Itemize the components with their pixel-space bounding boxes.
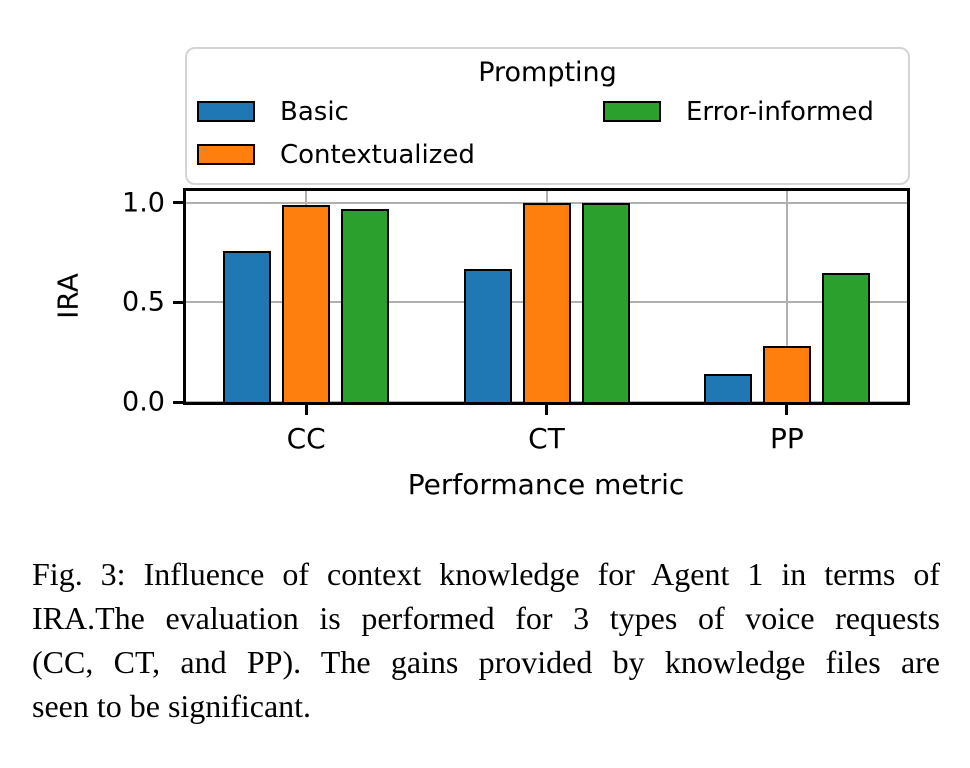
- x-axis-label: Performance metric: [407, 468, 685, 501]
- y-tick-label: 0.0: [122, 386, 165, 418]
- plot-area: [183, 188, 910, 405]
- bar-error-informed-pp: [821, 272, 870, 402]
- bar-error-informed-ct: [581, 202, 630, 402]
- legend-item-error-informed: Error-informed: [603, 90, 908, 133]
- y-tick-mark: [173, 201, 183, 205]
- caption-line: seen to be significant.: [32, 688, 312, 724]
- x-tick-label: CC: [286, 422, 326, 455]
- legend-swatch-basic: [197, 101, 255, 122]
- bar-contextualized-ct: [522, 202, 571, 402]
- caption-line: IRA.The evaluation is performed for 3 ty…: [32, 600, 940, 636]
- y-tick-mark: [173, 300, 183, 304]
- x-tick-label: CT: [528, 422, 565, 455]
- y-tick-mark: [173, 400, 183, 404]
- legend-swatch-error-informed: [603, 101, 661, 122]
- bar-error-informed-cc: [341, 208, 390, 402]
- x-tick-mark: [304, 405, 308, 415]
- bar-basic-pp: [703, 374, 752, 402]
- legend-label: Contextualized: [280, 139, 475, 170]
- legend-item-contextualized: Contextualized: [197, 133, 603, 176]
- caption-line: (CC, CT, and PP). The gains provided by …: [32, 644, 940, 680]
- legend-label: Basic: [280, 96, 349, 127]
- figure-caption: Fig. 3: Influence of context knowledge f…: [32, 552, 940, 728]
- y-axis-label: IRA: [51, 273, 85, 319]
- legend-title: Prompting: [478, 57, 617, 88]
- y-tick-label: 0.5: [122, 286, 165, 318]
- bar-contextualized-cc: [282, 204, 331, 402]
- legend-swatch-contextualized: [197, 144, 255, 165]
- legend-label: Error-informed: [686, 96, 874, 127]
- legend-items: Basic Contextualized Error-informed: [187, 90, 908, 176]
- x-tick-mark: [545, 405, 548, 415]
- legend-item-basic: Basic: [197, 90, 603, 133]
- bar-basic-ct: [463, 268, 512, 402]
- x-tick-mark: [785, 405, 789, 415]
- caption-line: Fig. 3: Influence of context knowledge f…: [32, 556, 940, 592]
- x-tick-label: PP: [769, 422, 804, 455]
- bar-basic-cc: [223, 250, 272, 402]
- bar-contextualized-pp: [762, 346, 811, 402]
- chart-legend: Prompting Basic Contextualized Error-infor…: [185, 47, 910, 185]
- x-gridline: [785, 191, 788, 402]
- y-tick-label: 1.0: [122, 187, 165, 219]
